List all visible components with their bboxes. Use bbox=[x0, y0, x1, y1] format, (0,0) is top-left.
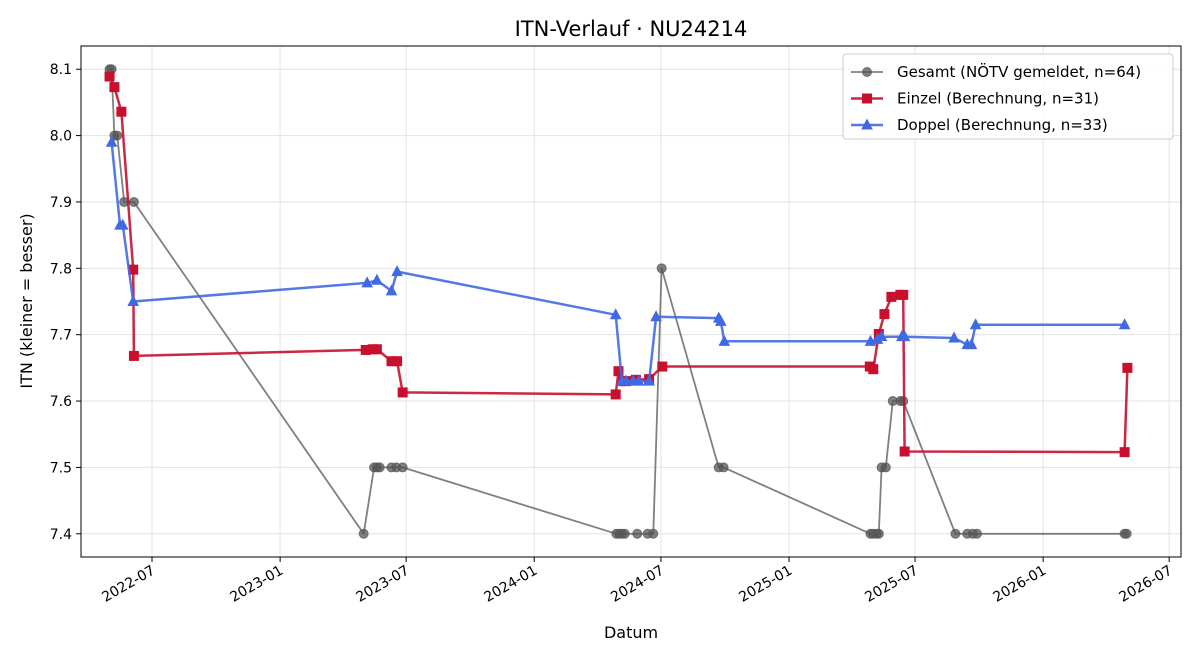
data-point bbox=[969, 318, 982, 330]
data-point bbox=[1122, 362, 1133, 373]
legend: Gesamt (NÖTV gemeldet, n=64) Einzel (Bere… bbox=[842, 53, 1174, 140]
data-point bbox=[950, 528, 961, 539]
y-tick-label: 8.0 bbox=[50, 129, 72, 145]
data-point bbox=[898, 330, 911, 342]
data-point bbox=[128, 196, 139, 207]
y-tick-label: 7.4 bbox=[50, 527, 72, 543]
data-point bbox=[718, 462, 729, 473]
y-tick-label: 7.5 bbox=[50, 460, 72, 476]
data-point bbox=[879, 309, 890, 320]
data-point bbox=[105, 135, 118, 147]
data-point bbox=[109, 82, 120, 93]
data-point bbox=[880, 462, 891, 473]
y-tick-label: 7.9 bbox=[50, 195, 72, 211]
data-point bbox=[656, 263, 667, 274]
data-point bbox=[715, 314, 727, 326]
series-circle bbox=[104, 64, 1132, 539]
data-point bbox=[116, 106, 127, 117]
data-point bbox=[613, 366, 624, 377]
data-point bbox=[1121, 528, 1132, 539]
legend-label: Doppel (Berechnung, n=33) bbox=[897, 116, 1108, 134]
data-point bbox=[609, 308, 622, 320]
legend-marker bbox=[861, 118, 873, 130]
data-point bbox=[898, 289, 909, 300]
x-tick-label: 2026-01 bbox=[990, 563, 1049, 606]
data-point bbox=[128, 350, 139, 361]
data-point bbox=[650, 310, 662, 322]
data-point bbox=[972, 528, 983, 539]
data-point bbox=[374, 462, 385, 473]
legend-box bbox=[842, 53, 1174, 140]
legend-marker bbox=[862, 67, 872, 77]
data-point bbox=[385, 284, 398, 296]
x-tick-label: 2023-07 bbox=[353, 563, 412, 606]
x-axis-label: Datum bbox=[604, 623, 658, 642]
x-tick-label: 2022-07 bbox=[99, 563, 158, 606]
y-axis-label: ITN (kleiner = besser) bbox=[17, 213, 36, 388]
data-point bbox=[643, 374, 655, 386]
x-tick-label: 2023-01 bbox=[227, 563, 286, 606]
plot-frame bbox=[80, 45, 1182, 558]
data-point bbox=[886, 291, 897, 302]
data-point bbox=[648, 528, 659, 539]
y-tick-label: 7.6 bbox=[50, 394, 72, 410]
x-tick-label: 2025-07 bbox=[862, 563, 921, 606]
data-point bbox=[391, 265, 403, 277]
y-axis-ticks: 7.4 7.5 7.6 7.7 7.8 7.9 8.0 8.1 bbox=[50, 62, 81, 543]
data-point bbox=[104, 71, 115, 82]
data-point bbox=[112, 130, 123, 141]
data-point bbox=[875, 330, 888, 342]
data-point bbox=[360, 344, 371, 355]
data-point bbox=[610, 389, 621, 400]
series-layer bbox=[104, 64, 1133, 539]
data-point bbox=[948, 331, 960, 343]
data-point bbox=[619, 528, 630, 539]
data-point bbox=[630, 374, 641, 385]
x-axis-ticks: 2022-07 2023-01 2023-07 2024-01 2024-07 2025-… bbox=[99, 557, 1175, 606]
y-tick-label: 8.1 bbox=[50, 62, 72, 78]
data-point bbox=[397, 387, 408, 398]
data-point bbox=[392, 356, 403, 367]
data-point bbox=[873, 528, 884, 539]
data-point bbox=[1119, 447, 1130, 458]
data-point bbox=[361, 276, 373, 288]
series-line bbox=[110, 142, 1125, 383]
data-point bbox=[899, 446, 910, 457]
data-point bbox=[127, 295, 140, 306]
legend-entries: Gesamt (NÖTV gemeldet, n=64) Einzel (Bere… bbox=[851, 62, 1141, 134]
data-point bbox=[632, 528, 643, 539]
legend-label: Einzel (Berechnung, n=31) bbox=[897, 90, 1099, 108]
data-point bbox=[873, 329, 884, 340]
x-tick-label: 2024-07 bbox=[608, 563, 667, 606]
data-point bbox=[965, 338, 978, 350]
data-point bbox=[371, 273, 383, 285]
legend-marker bbox=[862, 93, 872, 104]
series-triangle bbox=[105, 135, 1131, 386]
data-point bbox=[657, 361, 668, 372]
data-point bbox=[632, 374, 645, 386]
legend-label: Gesamt (NÖTV gemeldet, n=64) bbox=[897, 62, 1141, 81]
data-point bbox=[718, 334, 731, 346]
data-point bbox=[116, 218, 129, 230]
data-point bbox=[386, 356, 397, 367]
x-tick-label: 2024-01 bbox=[482, 563, 541, 606]
data-point bbox=[358, 528, 369, 539]
data-point bbox=[868, 364, 879, 375]
data-point bbox=[1118, 318, 1131, 330]
x-tick-label: 2026-07 bbox=[1117, 563, 1176, 606]
data-point bbox=[128, 264, 139, 275]
x-tick-label: 2025-01 bbox=[736, 563, 795, 606]
data-point bbox=[371, 344, 382, 355]
data-point bbox=[397, 462, 408, 473]
y-tick-label: 7.7 bbox=[50, 328, 72, 344]
y-tick-label: 7.8 bbox=[50, 261, 72, 277]
chart-title: ITN-Verlauf · NU24214 bbox=[515, 17, 748, 41]
